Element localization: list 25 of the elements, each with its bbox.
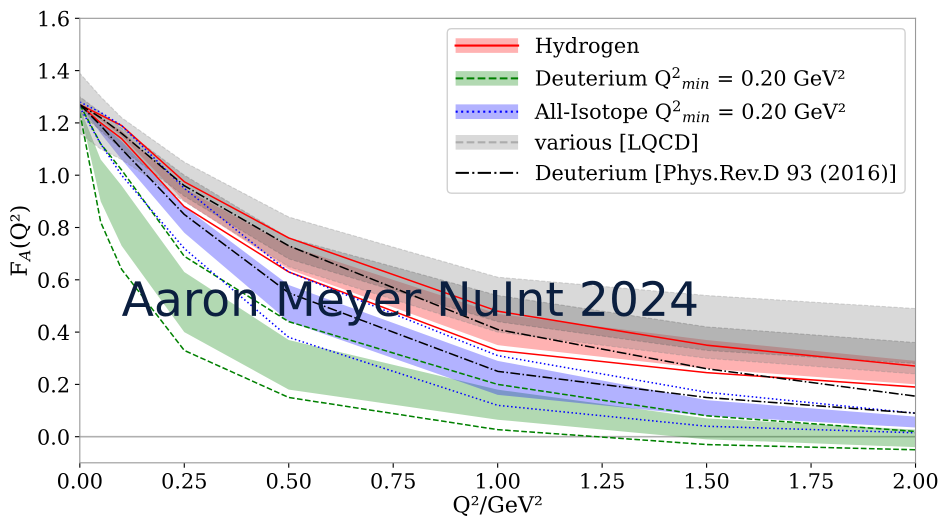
x-tick-label: 0.25 [162,472,206,489]
legend-label: various [LQCD] [534,134,697,153]
y-tick-label: 0.8 [38,220,69,236]
y-tick-label: 1.0 [40,168,69,184]
y-tick-label: 1.4 [40,63,70,79]
legend-label: Deuterium Q$^{2}$$_{min}$ = 0.20 GeV² [536,67,844,89]
x-tick-label: 2.00 [894,472,938,489]
legend-label: All-Isotope Q$^{2}$$_{min}$ = 0.20 GeV² [534,100,845,124]
y-tick-label: 0.4 [38,324,70,340]
x-tick-label: 1.50 [686,472,728,489]
legend-label: Hydrogen [536,37,640,58]
y-tick-label: 1.2 [40,115,68,132]
y-tick-label: 0.2 [38,376,68,393]
y-tick-label: 0.0 [38,429,69,445]
x-tick-label: 1.25 [581,472,624,489]
x-tick-label: 1.75 [790,472,833,489]
x-tick-label: 1.00 [477,472,520,489]
x-tick-label: 0.75 [371,472,415,489]
y-tick-label: 0.6 [38,272,69,288]
legend-label: Deuterium [Phys.Rev.D 93 (2016)] [536,164,895,185]
x-tick-label: 0.50 [266,472,311,489]
y-axis-title: F$_{A}$(Q²) [10,206,30,276]
y-tick-label: 1.6 [40,10,69,27]
x-axis-title: Q²/GeV² [454,496,542,516]
x-tick-label: 0.00 [58,472,102,489]
